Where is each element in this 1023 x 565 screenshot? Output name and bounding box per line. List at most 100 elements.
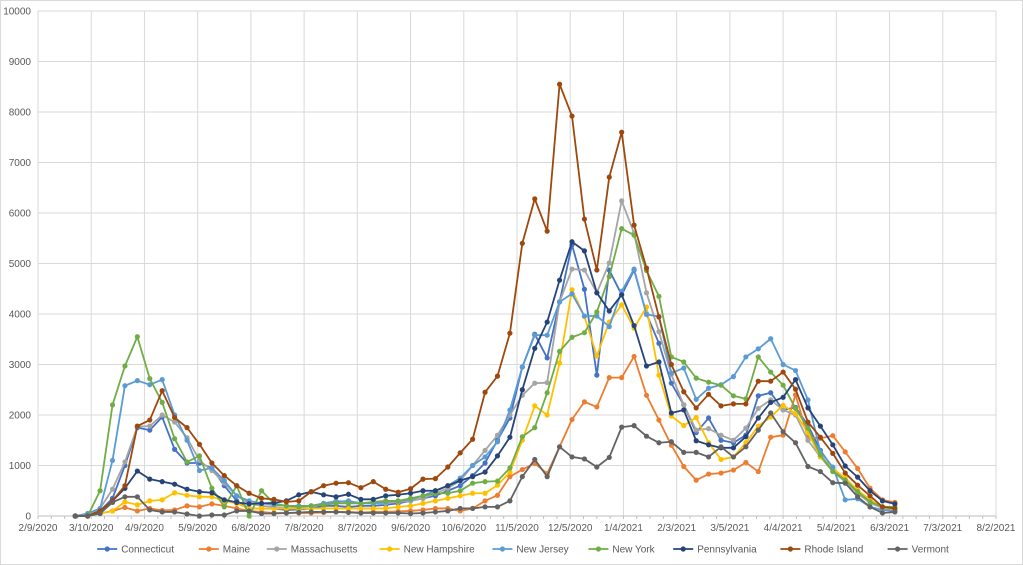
- data-point: [519, 474, 525, 480]
- data-point: [271, 496, 277, 502]
- data-point: [172, 436, 178, 442]
- data-point: [358, 500, 364, 506]
- data-point: [855, 489, 861, 495]
- data-point: [792, 367, 799, 374]
- data-point: [159, 509, 165, 515]
- data-point: [345, 480, 352, 486]
- data-point: [631, 423, 637, 429]
- data-point: [507, 330, 513, 336]
- data-point: [482, 454, 488, 460]
- data-point: [842, 449, 848, 455]
- data-point: [482, 469, 488, 475]
- data-point: [581, 248, 588, 254]
- data-point: [494, 482, 501, 488]
- data-point: [681, 402, 687, 408]
- x-tick-label: 8/7/2020: [338, 523, 377, 534]
- data-point: [507, 474, 513, 480]
- data-point: [172, 419, 178, 425]
- data-point: [619, 302, 625, 308]
- data-point: [383, 498, 389, 504]
- data-point: [879, 510, 886, 516]
- data-point: [755, 468, 761, 475]
- data-point: [681, 449, 687, 455]
- data-point: [830, 480, 836, 486]
- data-point: [258, 488, 265, 494]
- data-point: [532, 403, 538, 409]
- data-point: [855, 494, 861, 500]
- data-point: [147, 507, 153, 513]
- data-point: [718, 456, 724, 463]
- x-tick-label: 4/4/2021: [764, 523, 803, 534]
- data-point: [147, 423, 153, 429]
- data-point: [519, 434, 525, 440]
- data-point: [718, 432, 724, 438]
- data-point: [494, 504, 501, 510]
- data-point: [507, 434, 513, 440]
- data-point: [594, 353, 600, 359]
- series-connecticut: [72, 242, 898, 519]
- data-point: [258, 495, 265, 501]
- x-tick-label: 1/4/2021: [604, 523, 643, 534]
- data-point: [681, 389, 687, 395]
- x-tick-label: 2/9/2020: [19, 523, 58, 534]
- data-point: [693, 438, 699, 444]
- x-tick-label: 8/2/2021: [977, 523, 1016, 534]
- data-point: [221, 478, 227, 484]
- data-point: [619, 226, 625, 232]
- data-point: [383, 486, 389, 492]
- data-point: [482, 490, 488, 496]
- data-point: [494, 492, 501, 498]
- data-point: [693, 414, 699, 421]
- data-point: [631, 232, 637, 238]
- data-point: [258, 510, 265, 517]
- data-point: [395, 504, 401, 510]
- data-point: [718, 444, 724, 450]
- data-point: [706, 379, 712, 385]
- legend-item: New Hampshire: [379, 545, 475, 556]
- data-point: [544, 332, 550, 338]
- data-point: [817, 452, 823, 458]
- data-point: [581, 330, 588, 336]
- data-point: [780, 382, 786, 388]
- data-point: [109, 486, 116, 492]
- data-point: [606, 375, 612, 381]
- data-point: [581, 313, 588, 319]
- data-point: [594, 404, 600, 410]
- data-point: [432, 476, 438, 482]
- data-point: [643, 433, 650, 439]
- legend-point-marker: [787, 546, 794, 552]
- data-point: [109, 499, 116, 505]
- y-tick-label: 0: [25, 512, 31, 523]
- data-point: [345, 509, 352, 516]
- data-point: [743, 354, 749, 360]
- data-point: [407, 510, 414, 517]
- data-point: [668, 410, 674, 416]
- data-point: [258, 505, 265, 512]
- data-point: [619, 129, 625, 135]
- data-point: [234, 493, 240, 499]
- data-point: [743, 425, 749, 431]
- data-point: [221, 473, 227, 479]
- data-point: [134, 423, 140, 429]
- x-tick-label: 10/6/2020: [442, 523, 487, 534]
- data-point: [296, 509, 302, 516]
- data-point: [867, 488, 873, 494]
- data-point: [296, 498, 302, 504]
- data-point: [457, 450, 463, 456]
- data-point: [159, 497, 165, 503]
- data-point: [842, 463, 848, 469]
- data-point: [569, 266, 575, 272]
- data-point: [457, 483, 463, 489]
- data-point: [631, 266, 637, 272]
- data-point: [668, 361, 674, 368]
- data-point: [407, 486, 414, 492]
- legend-point-marker: [680, 546, 686, 552]
- data-point: [134, 468, 140, 474]
- data-point: [768, 434, 774, 440]
- data-point: [122, 383, 128, 389]
- data-point: [445, 495, 451, 501]
- data-point: [780, 429, 786, 435]
- data-point: [681, 463, 687, 470]
- data-point: [97, 510, 103, 517]
- data-point: [693, 449, 699, 455]
